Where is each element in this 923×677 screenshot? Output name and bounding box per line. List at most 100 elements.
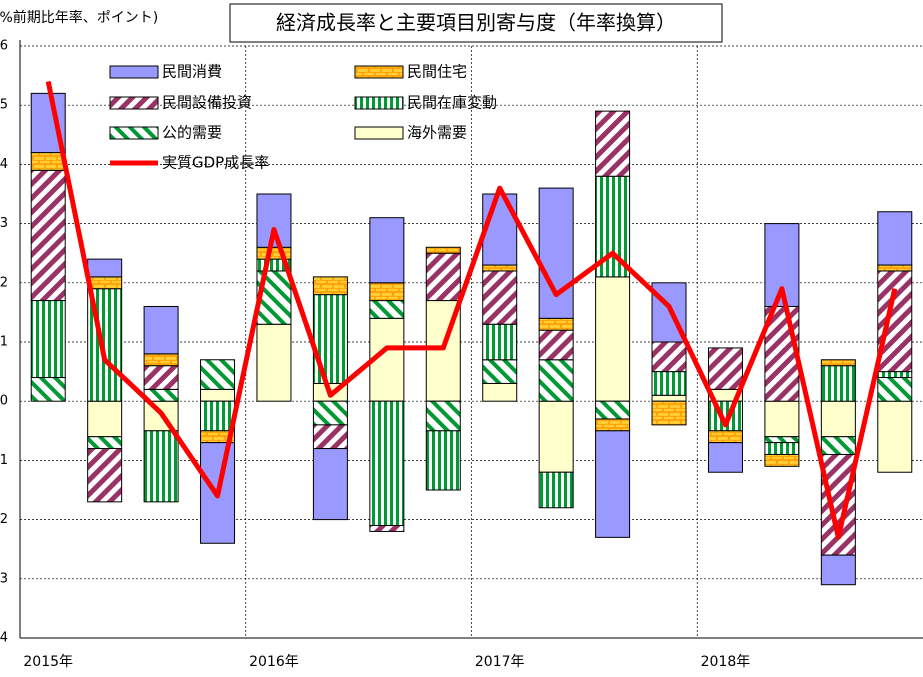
y-tick-label: -4 (0, 631, 8, 646)
bar-segment (764, 453, 800, 467)
y-tick-label: -1 (0, 453, 8, 468)
x-tick-label: 2017年 (475, 654, 525, 670)
bar-segment (312, 448, 348, 521)
bar-segment (87, 448, 123, 503)
legend-swatch (354, 65, 404, 79)
bar-segment (595, 175, 631, 278)
x-tick-label: 2015年 (23, 654, 73, 670)
bar-segment (538, 471, 574, 509)
legend-label: 民間在庫変動 (407, 94, 497, 112)
y-tick-label: -2 (0, 512, 8, 527)
bar-segment (143, 430, 179, 503)
chart-title: 経済成長率と主要項目別寄与度（年率換算） (276, 11, 676, 35)
bar-segment (764, 442, 800, 455)
bar-segment (30, 300, 66, 379)
bar-segment (595, 110, 631, 177)
bar-segment (369, 400, 405, 527)
bar-segment (651, 371, 687, 396)
bar-segment (369, 282, 405, 302)
bar-segment (651, 341, 687, 373)
bar-segment (482, 382, 518, 402)
bar-segment (707, 442, 743, 473)
y-tick-label: 3 (0, 216, 8, 231)
x-tick-label: 2018年 (701, 654, 751, 670)
y-tick-label: 1 (0, 335, 8, 350)
bar-segment (482, 264, 518, 272)
y-tick-label: 6 (0, 39, 8, 54)
bar-segment (369, 217, 405, 284)
bar-segment (87, 258, 123, 278)
bar-segment (651, 394, 687, 402)
bar-segment (30, 152, 66, 171)
bar-segment (425, 246, 461, 254)
bar-segment (820, 453, 856, 556)
bar-segment (595, 430, 631, 538)
bar-segment (877, 377, 913, 402)
gdp-line (45, 81, 898, 540)
legend-swatch (354, 126, 404, 140)
bar-segment (820, 554, 856, 586)
bar-segment (482, 359, 518, 384)
bar-segment (877, 264, 913, 272)
bar-segment (820, 365, 856, 402)
legend-swatch (109, 126, 159, 140)
bar-segment (87, 400, 123, 438)
bar-segment (482, 193, 518, 266)
y-tick-label: 2 (0, 275, 8, 290)
bar-segment (425, 430, 461, 491)
bar-segment (820, 436, 856, 455)
bar-segment (425, 252, 461, 302)
y-axis-label: (%前期比年率、ポイント) (0, 9, 158, 26)
bar-segment (200, 388, 236, 402)
legend-label: 実質GDP成長率 (162, 154, 269, 172)
bar-segment (200, 442, 236, 544)
bar-segment (482, 270, 518, 325)
bar-segment (764, 436, 800, 444)
bar-segment (30, 169, 66, 302)
bar-segment (143, 305, 179, 355)
bar-segment (482, 323, 518, 361)
bar-segment (538, 400, 574, 473)
legend-label: 民間消費 (162, 63, 222, 81)
y-tick-label: 5 (0, 98, 8, 113)
legend-label: 民間設備投資 (162, 94, 252, 112)
legend-swatch (109, 96, 159, 110)
bar-segment (30, 377, 66, 402)
bar-segment (87, 436, 123, 450)
bar-segment (820, 400, 856, 438)
bar-segment (595, 276, 631, 402)
bar-segment (877, 270, 913, 373)
bar-segment (707, 347, 743, 390)
bar-segment (877, 211, 913, 266)
bar-segment (369, 525, 405, 532)
legend-label: 公的需要 (162, 124, 222, 142)
bar-segment (538, 187, 574, 319)
bar-segment (87, 276, 123, 290)
bar-segment (143, 365, 179, 390)
y-tick-label: 4 (0, 157, 8, 172)
bar-segment (538, 329, 574, 361)
bar-segment (312, 400, 348, 426)
bar-segment (312, 294, 348, 384)
bar-segment (425, 400, 461, 432)
bar-segment (312, 424, 348, 450)
bar-segment (877, 400, 913, 473)
bar-segment (877, 371, 913, 379)
bar-segment (369, 300, 405, 319)
legend-label: 海外需要 (407, 124, 467, 142)
bar-segment (651, 400, 687, 426)
y-tick-label: -3 (0, 571, 8, 586)
bar-segment (200, 400, 236, 432)
bar-segment (595, 418, 631, 432)
bar-segment (143, 353, 179, 367)
bar-segment (764, 400, 800, 438)
bar-segment (820, 359, 856, 367)
bar-segment (707, 430, 743, 444)
bar-segment (256, 323, 292, 402)
y-tick-label: 0 (0, 394, 8, 409)
bar-segment (538, 359, 574, 402)
title-box (229, 3, 723, 43)
bar-segment (538, 317, 574, 331)
bar-segment (312, 276, 348, 296)
